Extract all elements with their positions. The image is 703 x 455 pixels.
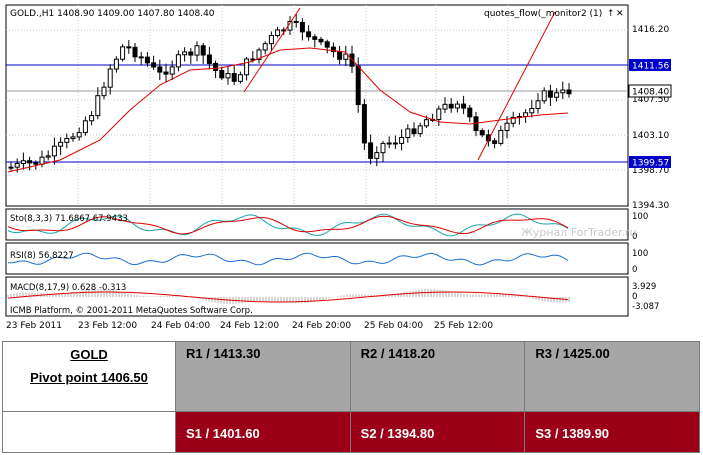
close-icon[interactable]: ✕ xyxy=(616,9,624,19)
chart-grid xyxy=(6,5,628,206)
chart-window[interactable]: GOLD.,H1 1408.90 1409.00 1407.80 1408.40… xyxy=(0,0,703,338)
time-tick: 25 Feb 04:00 xyxy=(364,321,423,331)
current-tag-label: 1408.40 xyxy=(632,88,669,98)
time-tick: 24 Feb 04:00 xyxy=(151,321,210,331)
time-tick: 24 Feb 12:00 xyxy=(220,321,279,331)
support-row: S1 / 1401.60 S2 / 1394.80 S3 / 1389.90 xyxy=(2,411,700,453)
support-s1: S1 / 1401.60 xyxy=(175,411,351,453)
trend-lines xyxy=(243,7,556,161)
rsi-label: RSI(8) 56.8227 xyxy=(10,251,74,261)
resistance-row: GOLD Pivot point 1406.50 R1 / 1413.30 R2… xyxy=(2,341,700,412)
price-tick: 1394.30 xyxy=(632,201,669,211)
resistance-r2: R2 / 1418.20 xyxy=(349,341,526,412)
price-axis: 1416.20 1407.50 1403.10 1398.70 1394.30 xyxy=(632,25,669,211)
moving-average-line xyxy=(7,47,569,173)
time-axis: 23 Feb 2011 23 Feb 12:00 24 Feb 04:00 24… xyxy=(6,321,493,331)
price-tick: 1398.70 xyxy=(632,166,669,176)
time-tick: 25 Feb 12:00 xyxy=(434,321,493,331)
support-tag-label: 1399.57 xyxy=(632,159,669,169)
stochastic-label: Sto(8,3,3) 71.6867 67.9433 xyxy=(10,214,128,224)
support-s2: S2 / 1394.80 xyxy=(349,411,526,453)
macd-signal-line xyxy=(7,291,569,303)
trend-line-2 xyxy=(477,11,556,161)
resistance-tag-label: 1411.56 xyxy=(632,62,669,72)
time-tick: 23 Feb 2011 xyxy=(6,321,62,331)
support-s3: S3 / 1389.90 xyxy=(524,411,700,453)
pivot-point-label: Pivot point 1406.50 xyxy=(30,370,148,385)
rsi-frame[interactable] xyxy=(5,242,629,275)
price-tick: 1416.20 xyxy=(632,25,669,35)
stochastic-axis-top: 100 xyxy=(632,212,648,222)
macd-subwindow: MACD(8,17,9) 0.628 -0.313 ICMB Platform,… xyxy=(7,282,659,316)
chart-header: GOLD.,H1 1408.90 1409.00 1407.80 1408.40 xyxy=(10,9,215,19)
price-tick: 1403.10 xyxy=(632,131,669,141)
resistance-r1: R1 / 1413.30 xyxy=(175,341,351,412)
stochastic-subwindow: Sto(8,3,3) 71.6867 67.9433 100 0 xyxy=(7,212,648,242)
time-tick: 23 Feb 12:00 xyxy=(78,321,137,331)
horizontal-levels xyxy=(6,64,628,163)
symbol-label: GOLD xyxy=(70,347,108,362)
stochastic-axis-bottom: 0 xyxy=(632,232,637,242)
up-arrow-icon[interactable]: ↑ xyxy=(607,9,615,19)
support-price-tag: 1399.57 xyxy=(629,156,671,169)
stochastic-main-line xyxy=(7,213,569,237)
resistance-r3: R3 / 1425.00 xyxy=(524,341,700,412)
indicator-name: quotes_flow(_monitor2 (1) xyxy=(484,9,602,19)
stochastic-signal-line xyxy=(7,215,569,235)
macd-axis-zero: 0 xyxy=(632,292,637,302)
empty-cell xyxy=(2,411,176,453)
macd-axis-top: 3.929 xyxy=(632,282,656,292)
price-tick: 1407.50 xyxy=(632,95,669,105)
current-price-tag: 1408.40 xyxy=(628,84,672,98)
rsi-axis-top: 100 xyxy=(632,249,648,259)
copyright-text: ICMB Platform, © 2001-2011 MetaQuotes So… xyxy=(10,306,253,316)
rsi-line xyxy=(7,252,569,266)
rsi-axis-bottom: 0 xyxy=(632,265,637,275)
time-tick: 24 Feb 20:00 xyxy=(292,321,351,331)
symbol-cell: GOLD Pivot point 1406.50 xyxy=(2,341,176,412)
rsi-subwindow: RSI(8) 56.8227 100 0 xyxy=(7,249,648,275)
macd-label: MACD(8,17,9) 0.628 -0.313 xyxy=(10,283,126,293)
resistance-price-tag: 1411.56 xyxy=(629,59,671,72)
macd-axis-bottom: -3.087 xyxy=(632,302,659,312)
pivot-levels-table: GOLD Pivot point 1406.50 R1 / 1413.30 R2… xyxy=(2,341,700,453)
trend-line-1 xyxy=(243,7,301,93)
stochastic-frame[interactable] xyxy=(5,208,629,241)
watermark-text: Журнал ForTrader.ru xyxy=(521,226,637,239)
